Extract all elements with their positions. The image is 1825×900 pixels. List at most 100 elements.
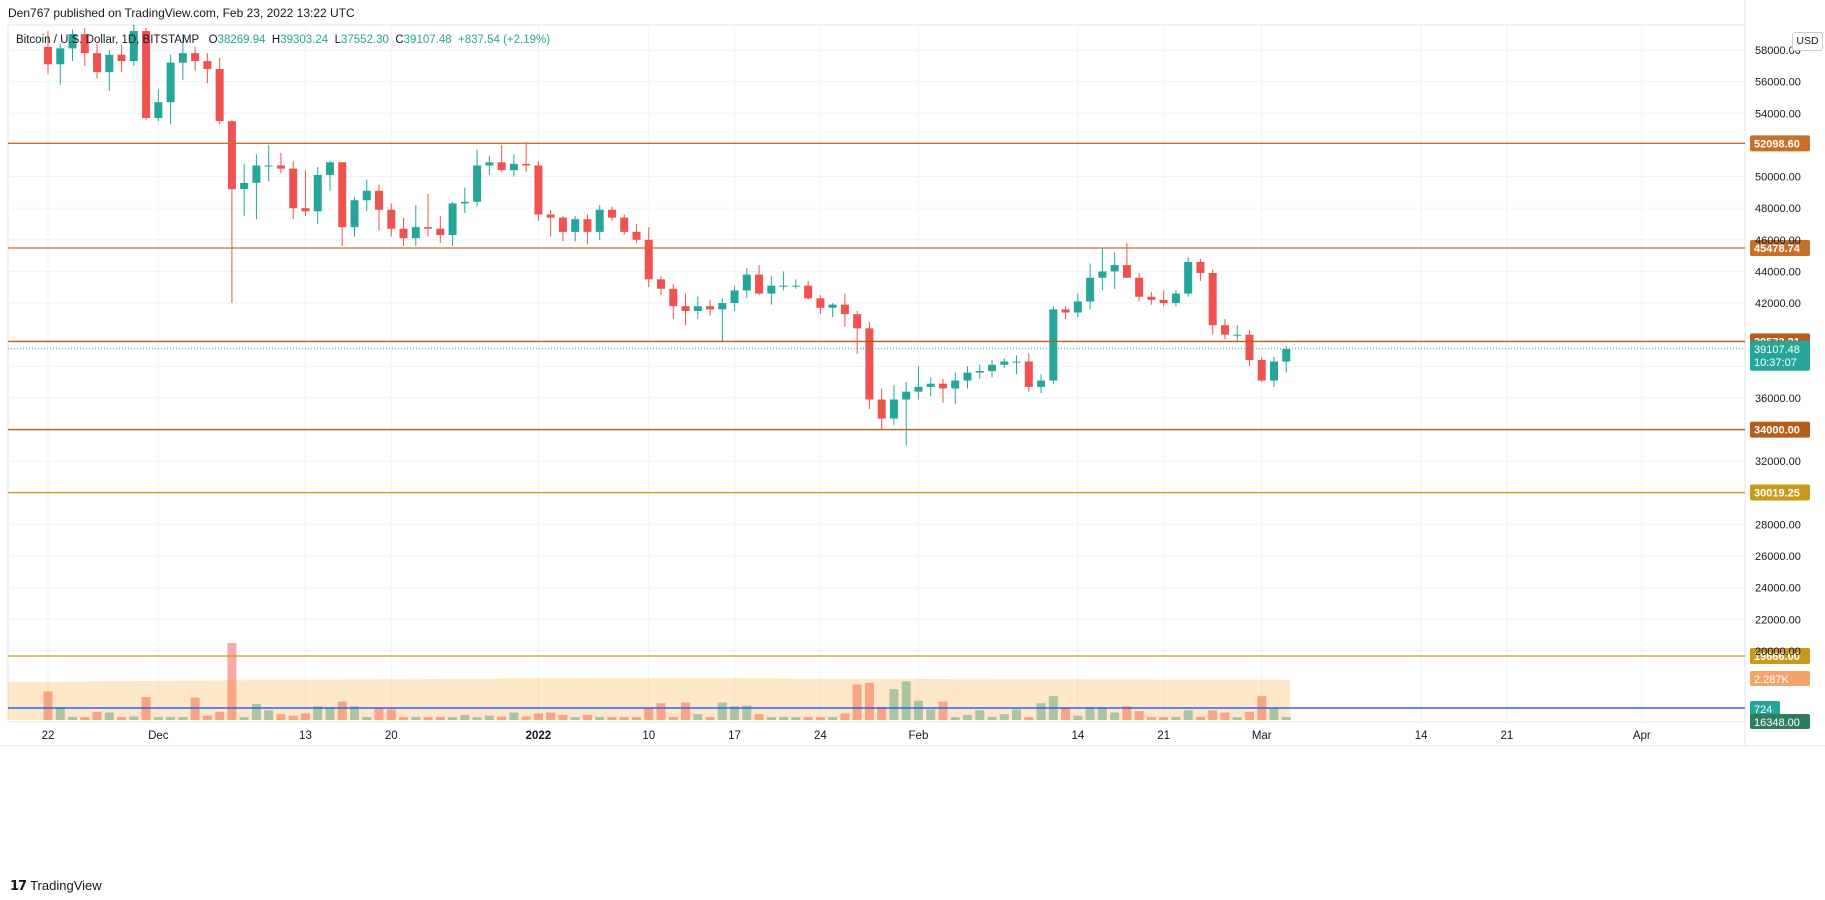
candle-body: [877, 399, 886, 419]
volume-bar: [1134, 711, 1144, 720]
volume-bar: [1244, 711, 1254, 720]
volume-bar: [558, 714, 568, 720]
candle: [387, 203, 396, 237]
volume-bar: [693, 714, 703, 720]
candle-body: [93, 53, 102, 73]
candle-body: [252, 165, 261, 183]
candle-body: [938, 383, 947, 389]
volume-bar: [386, 709, 396, 720]
candle-body: [1122, 265, 1131, 278]
volume-bar: [350, 706, 359, 720]
volume-bar: [1159, 717, 1169, 720]
candle-body: [767, 285, 776, 294]
candle-body: [1208, 273, 1217, 326]
candle: [105, 50, 114, 92]
candle: [1135, 273, 1144, 302]
candle-body: [902, 391, 911, 400]
currency-button[interactable]: USD: [1792, 32, 1823, 51]
volume-bar: [325, 707, 335, 720]
volume-bar: [215, 711, 225, 720]
candle-body: [1257, 359, 1266, 381]
candle-body: [1159, 299, 1168, 304]
level-label-text: 19666.00: [1754, 651, 1800, 663]
candle-body: [166, 62, 175, 103]
candle-body: [448, 203, 457, 236]
candle-body: [276, 165, 285, 169]
candle-body: [105, 54, 114, 73]
volume-bar: [840, 713, 850, 720]
candle: [816, 295, 825, 315]
volume-bar: [619, 717, 629, 720]
candle-body: [791, 285, 800, 287]
candle: [276, 152, 285, 174]
volume-bar: [803, 717, 813, 720]
volume-bar: [411, 717, 421, 720]
candle-body: [350, 200, 359, 228]
candle-body: [154, 102, 163, 119]
time-tick-label: 21: [1157, 730, 1170, 742]
volume-bar: [791, 717, 801, 720]
volume-bar: [129, 716, 139, 720]
candle-body: [1135, 277, 1144, 297]
candle-body: [1110, 265, 1119, 272]
candle-body: [865, 328, 874, 400]
candle: [117, 45, 126, 73]
volume-bar: [864, 682, 874, 720]
countdown-text: 10:37:07: [1754, 357, 1797, 369]
volume-bar: [913, 700, 923, 720]
candle: [632, 223, 641, 243]
candle: [534, 160, 543, 221]
candle-body: [889, 399, 898, 419]
candle: [191, 46, 200, 71]
candle: [889, 385, 898, 425]
volume-bar: [681, 702, 691, 720]
time-tick-label: 20: [385, 730, 398, 742]
candle: [779, 271, 788, 291]
volume-label-text: 724: [1754, 704, 1772, 716]
volume-bar: [730, 706, 740, 720]
volume-bar: [877, 707, 887, 720]
volume-bar: [1183, 710, 1193, 720]
time-tick-label: 10: [642, 730, 655, 742]
candle: [730, 285, 739, 311]
volume-bar: [1122, 706, 1132, 720]
candle-body: [375, 190, 384, 210]
volume-bar: [1220, 712, 1230, 720]
volume-label-box: [1750, 671, 1810, 686]
volume-label-text: 16348.00: [1754, 717, 1800, 729]
level-label-box: [1750, 484, 1810, 501]
volume-bar: [509, 712, 519, 720]
time-tick-label: Mar: [1252, 730, 1272, 742]
candle: [362, 179, 371, 212]
volume-bar: [852, 684, 862, 720]
candle-body: [178, 53, 187, 63]
candle-body: [607, 209, 616, 218]
candle: [1073, 293, 1082, 318]
volume-bar: [999, 714, 1009, 720]
level-label-text: 45478.74: [1754, 243, 1801, 255]
candle: [1147, 291, 1156, 305]
tradingview-logo[interactable]: 17 TradingView: [10, 878, 102, 894]
candle-body: [215, 68, 224, 122]
candle: [350, 197, 359, 237]
price-tick-label: 58000.00: [1755, 45, 1801, 57]
volume-bar: [472, 717, 482, 720]
candle-body: [963, 372, 972, 381]
plot-frame: [7, 24, 1746, 723]
candle: [509, 154, 518, 177]
candle-body: [804, 285, 813, 299]
volume-bar: [337, 701, 347, 720]
volume-bar: [1146, 717, 1156, 720]
volume-bar: [889, 689, 899, 720]
candle-body: [203, 61, 212, 69]
candle-body: [718, 303, 727, 310]
candle: [546, 209, 555, 237]
candle: [522, 141, 531, 172]
candle-body: [571, 219, 580, 232]
candle-body: [289, 168, 298, 209]
volume-bar: [313, 706, 323, 720]
symbol-label[interactable]: Bitcoin / U.S. Dollar, 1D, BITSTAMP: [16, 34, 199, 46]
volume-bar: [1232, 717, 1242, 720]
candle: [436, 216, 445, 243]
